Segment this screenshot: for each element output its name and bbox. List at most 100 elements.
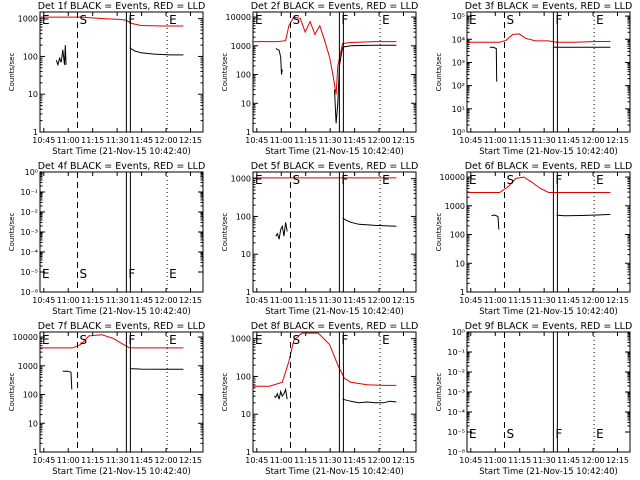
plot-frame xyxy=(466,331,631,453)
marker-label: E xyxy=(382,13,390,27)
y-tick-label: 10⁻³ xyxy=(447,388,465,397)
plot-frame xyxy=(252,331,417,453)
y-tick-label: 100 xyxy=(236,372,251,381)
y-tick-label: 1000 xyxy=(231,335,251,344)
series-line-events xyxy=(489,46,498,82)
x-tick-label: 11:45 xyxy=(130,456,153,465)
y-axis-label: Counts/sec xyxy=(221,53,229,92)
y-tick-label: 10 xyxy=(28,419,38,428)
marker-label: F xyxy=(128,333,135,347)
marker-label: S xyxy=(506,427,514,441)
x-axis-label: Start Time (21-Nov-15 10:42:40) xyxy=(52,307,191,317)
y-tick-label: 10⁻³ xyxy=(20,228,38,237)
x-tick-label: 10:45 xyxy=(245,456,268,465)
x-tick-label: 12:15 xyxy=(179,296,202,305)
series-line-lld xyxy=(40,16,184,27)
marker-label: E xyxy=(169,13,177,27)
marker-label: E xyxy=(42,333,50,347)
y-tick-label: 10⁻² xyxy=(20,208,38,217)
x-tick-label: 10:45 xyxy=(245,136,268,145)
series-line-events xyxy=(62,370,73,390)
y-tick-label: 10⁻¹ xyxy=(20,188,38,197)
y-tick-label: 10⁻⁶ xyxy=(447,448,465,457)
series-line-lld xyxy=(467,176,611,193)
y-tick-label: 1 xyxy=(33,448,38,457)
y-tick-label: 10⁴ xyxy=(452,35,465,44)
x-tick-label: 11:30 xyxy=(319,456,342,465)
x-tick-label: 11:15 xyxy=(81,296,104,305)
marker-label: S xyxy=(292,13,300,27)
y-tick-label: 10¹ xyxy=(452,105,465,114)
x-tick-label: 11:45 xyxy=(343,296,366,305)
y-tick-label: 1000 xyxy=(445,202,465,211)
y-axis-label: Counts/sec xyxy=(8,373,16,412)
marker-label: S xyxy=(292,173,300,187)
x-tick-label: 11:45 xyxy=(343,456,366,465)
marker-label: E xyxy=(255,333,263,347)
detector-panel: Det 1f BLACK = Events, RED = LLD 10:45 11:… xyxy=(8,1,205,157)
marker-label: E xyxy=(469,173,477,187)
series-line-events xyxy=(275,48,283,75)
x-tick-label: 10:45 xyxy=(32,136,55,145)
x-tick-label: 10:45 xyxy=(459,296,482,305)
y-tick-label: 1 xyxy=(246,448,251,457)
y-tick-label: 10 xyxy=(241,250,251,259)
x-axis-label: Start Time (21-Nov-15 10:42:40) xyxy=(479,467,618,477)
series-line-events xyxy=(129,368,184,370)
marker-label: E xyxy=(169,267,177,281)
y-tick-label: 10 xyxy=(455,259,465,268)
x-tick-label: 11:00 xyxy=(484,296,507,305)
marker-label: S xyxy=(79,333,87,347)
plot-frame xyxy=(39,11,204,133)
x-tick-label: 11:00 xyxy=(270,456,293,465)
y-axis-label: Counts/sec xyxy=(221,213,229,252)
x-tick-label: 11:45 xyxy=(130,296,153,305)
marker-label: E xyxy=(469,13,477,27)
y-tick-label: 100 xyxy=(450,231,465,240)
x-tick-label: 12:00 xyxy=(368,296,391,305)
y-tick-label: 1000 xyxy=(231,175,251,184)
x-tick-label: 11:45 xyxy=(343,136,366,145)
x-tick-label: 11:15 xyxy=(81,136,104,145)
x-tick-label: 11:00 xyxy=(57,296,80,305)
marker-label: F xyxy=(341,13,348,27)
x-tick-label: 11:30 xyxy=(533,456,556,465)
x-tick-label: 11:00 xyxy=(57,456,80,465)
x-tick-label: 11:00 xyxy=(270,136,293,145)
y-axis-label: Counts/sec xyxy=(435,213,443,252)
x-axis-label: Start Time (21-Nov-15 10:42:40) xyxy=(479,147,618,157)
x-axis-label: Start Time (21-Nov-15 10:42:40) xyxy=(479,307,618,317)
marker-label: E xyxy=(382,173,390,187)
marker-label: E xyxy=(42,13,50,27)
panel-title: Det 1f BLACK = Events, RED = LLD xyxy=(38,1,206,12)
x-tick-label: 12:15 xyxy=(606,296,629,305)
y-tick-label: 10000 xyxy=(13,333,38,342)
marker-label: S xyxy=(79,267,87,281)
y-tick-label: 1 xyxy=(246,288,251,297)
y-tick-label: 10⁻⁴ xyxy=(20,248,38,257)
x-tick-label: 11:30 xyxy=(319,136,342,145)
x-tick-label: 12:15 xyxy=(179,456,202,465)
marker-label: E xyxy=(596,427,604,441)
x-tick-label: 11:30 xyxy=(533,296,556,305)
plot-frame xyxy=(252,171,417,293)
x-tick-label: 11:15 xyxy=(81,456,104,465)
y-tick-label: 10000 xyxy=(226,13,251,22)
plot-frame xyxy=(466,171,631,293)
y-tick-label: 10³ xyxy=(452,58,465,67)
panel-title: Det 3f BLACK = Events, RED = LLD xyxy=(465,1,633,12)
marker-label: F xyxy=(341,173,348,187)
x-tick-label: 10:45 xyxy=(32,296,55,305)
marker-label: S xyxy=(292,333,300,347)
x-tick-label: 12:15 xyxy=(606,136,629,145)
x-tick-label: 11:15 xyxy=(508,296,531,305)
marker-label: E xyxy=(42,267,50,281)
panel-title: Det 2f BLACK = Events, RED = LLD xyxy=(251,1,419,12)
y-tick-label: 1000 xyxy=(18,15,38,24)
